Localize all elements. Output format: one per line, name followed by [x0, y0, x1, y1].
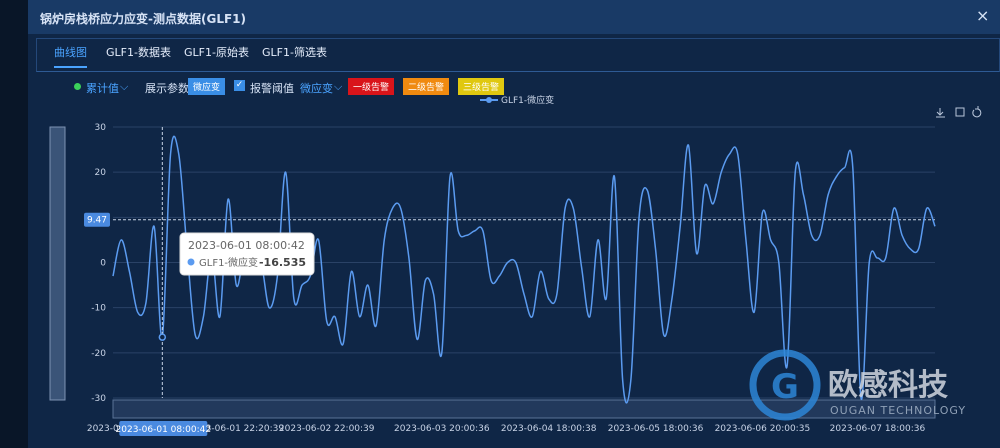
x-tick-label: 2023-06-04 18:00:38	[501, 424, 597, 434]
watermark: G 欧感科技 OUGAN TECHNOLOGY	[749, 349, 966, 421]
x-tick-label: 2023-06-07 18:00:36	[830, 424, 926, 434]
x-zoom-slider[interactable]	[112, 399, 936, 419]
dropdown-arrow[interactable]: ⌵	[120, 80, 129, 93]
x-tick-label: 2023-06-06 20:00:35	[715, 424, 811, 434]
y-zoom-slider[interactable]	[49, 126, 66, 401]
y-tick-label: -10	[91, 304, 106, 314]
logo-mark: G	[771, 367, 799, 407]
watermark-name: 欧感科技	[828, 368, 948, 403]
y-tick-label: 0	[100, 259, 106, 269]
tooltip-box	[179, 232, 315, 276]
hover-point	[158, 333, 167, 341]
tab[interactable]: GLF1-数据表	[106, 46, 171, 59]
tooltip-time: 2023-06-01 08:00:42	[188, 239, 305, 252]
threshold-label-box	[84, 212, 110, 227]
dialog-title: 锅炉房栈桥应力应变-测点数据(GLF1)	[40, 12, 246, 26]
x-tick-label: 2023-06-03 20:00:36	[394, 424, 490, 434]
dropdown-arrow[interactable]: ⌵	[334, 80, 343, 93]
y-tick-label: -30	[91, 394, 106, 404]
dialog: 锅炉房栈桥应力应变-测点数据(GLF1) × 曲线图 GLF1-数据表 GLF1…	[28, 0, 1000, 448]
legend-label[interactable]: GLF1-微应变	[501, 94, 554, 106]
x-tick-label: 2023-06-01 22:20:39	[189, 424, 285, 434]
tooltip-series: GLF1-微应变	[199, 256, 258, 269]
y-tick-label: 20	[95, 168, 107, 178]
zoom-icon[interactable]	[955, 107, 965, 117]
checkbox[interactable]: ✓	[234, 80, 245, 91]
alarm1-button[interactable]: 一级告警	[348, 78, 395, 95]
download-icon[interactable]	[936, 108, 945, 118]
threshold-label: 9.47	[87, 216, 107, 226]
x-tick-label: 2023-06-02 22:00:39	[279, 424, 375, 434]
tab[interactable]: 曲线图	[54, 44, 87, 68]
close-button[interactable]: ×	[976, 6, 990, 25]
x-tick-label: 2023-06-05 18:00:36	[608, 424, 704, 434]
tab[interactable]: GLF1-筛选表	[262, 46, 327, 59]
watermark-subtitle: OUGAN TECHNOLOGY	[830, 404, 966, 417]
legend-symbol	[486, 97, 492, 103]
tooltip-marker	[187, 258, 195, 266]
param-label: 展示参数:	[145, 82, 193, 95]
y-tick-label: 30	[95, 123, 107, 133]
threshold-check-label: 报警阈值	[250, 82, 294, 95]
logo	[749, 349, 821, 421]
mode-select[interactable]: 累计值	[86, 82, 119, 95]
threshold-param-select[interactable]: 微应变	[300, 82, 333, 95]
status-dot	[74, 83, 81, 90]
alarm3-button[interactable]: 三级告警	[458, 78, 505, 95]
tab[interactable]: GLF1-原始表	[184, 46, 249, 59]
dialog-header: 锅炉房栈桥应力应变-测点数据(GLF1) ×	[28, 0, 1000, 34]
y-tick-label: -20	[91, 349, 106, 359]
x-tick-label: 2023-06-01	[87, 424, 139, 434]
sidebar	[0, 0, 28, 448]
param-button[interactable]: 微应变	[188, 78, 226, 95]
toolbox	[936, 106, 982, 118]
pointer-label-box	[119, 421, 208, 436]
pointer-label: 2023-06-01 08:00:42	[116, 425, 212, 435]
reset-icon[interactable]	[972, 106, 982, 118]
tooltip-value: -16.535	[259, 256, 306, 269]
alarm2-button[interactable]: 二级告警	[403, 78, 450, 95]
